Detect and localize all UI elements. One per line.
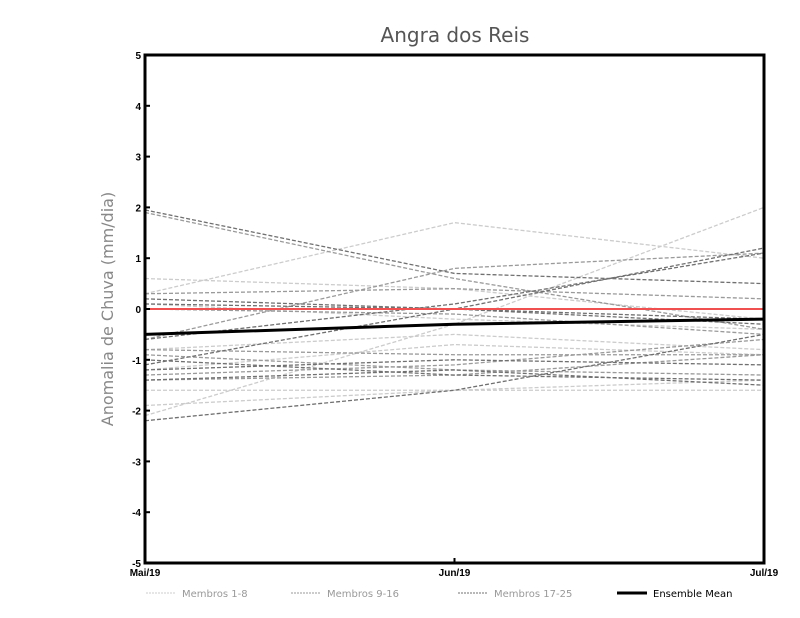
legend-label-mean: Ensemble Mean xyxy=(653,589,732,600)
member-line-3-3 xyxy=(144,247,765,366)
x-tick-label: Mai/19 xyxy=(130,568,161,579)
member-line-1-2 xyxy=(144,206,765,417)
y-tick-label: 0 xyxy=(135,305,141,316)
member-line-1-3 xyxy=(144,277,765,320)
x-tick-label: Jul/19 xyxy=(750,568,779,579)
axis-ticks: -5 -4 -3 -2 -1 0 1 2 3 4 5 Mai/19 Jun/19 Jul/19 xyxy=(130,51,779,579)
member-line-3-1 xyxy=(144,209,765,285)
y-tick-label: -1 xyxy=(132,356,141,367)
member-line-1-8 xyxy=(144,343,765,371)
member-line-3-6 xyxy=(144,252,765,341)
member-line-2-2 xyxy=(144,288,765,300)
y-tick-label: 5 xyxy=(135,51,141,62)
member-line-2-6 xyxy=(144,308,765,336)
y-tick-label: -2 xyxy=(132,407,141,418)
x-tick-label: Jun/19 xyxy=(439,568,471,579)
member-line-1-6 xyxy=(144,333,765,351)
member-line-3-5 xyxy=(144,303,765,320)
legend-label-1: Membros 1-8 xyxy=(182,589,248,600)
y-axis-label: Anomalia de Chuva (mm/dia) xyxy=(98,192,117,426)
y-tick-label: 3 xyxy=(135,153,141,164)
legend-label-3: Membros 17-25 xyxy=(494,589,572,600)
member-line-1-5 xyxy=(144,379,765,407)
member-line-2-1 xyxy=(144,211,765,330)
legend: Membros 1-8 Membros 9-16 Membros 17-25 Ense… xyxy=(146,589,732,600)
y-tick-label: 1 xyxy=(135,254,141,265)
y-tick-label: -5 xyxy=(132,559,141,570)
legend-label-2: Membros 9-16 xyxy=(327,589,399,600)
member-lines xyxy=(144,206,765,422)
member-line-3-7 xyxy=(144,359,765,371)
ensemble-mean-line xyxy=(144,317,765,336)
y-tick-label: -4 xyxy=(132,508,141,519)
overlay xyxy=(144,308,765,336)
y-tick-label: 2 xyxy=(135,203,141,214)
member-line-3-2 xyxy=(144,333,765,422)
y-tick-label: -3 xyxy=(132,457,141,468)
member-line-2-3 xyxy=(144,252,765,341)
y-tick-label: 4 xyxy=(135,102,141,113)
member-line-3-4 xyxy=(144,369,765,386)
member-line-3-8 xyxy=(144,359,765,381)
member-line-2-4 xyxy=(144,338,765,376)
member-line-2-8 xyxy=(144,348,764,356)
chart-title: Angra dos Reis xyxy=(381,23,530,47)
